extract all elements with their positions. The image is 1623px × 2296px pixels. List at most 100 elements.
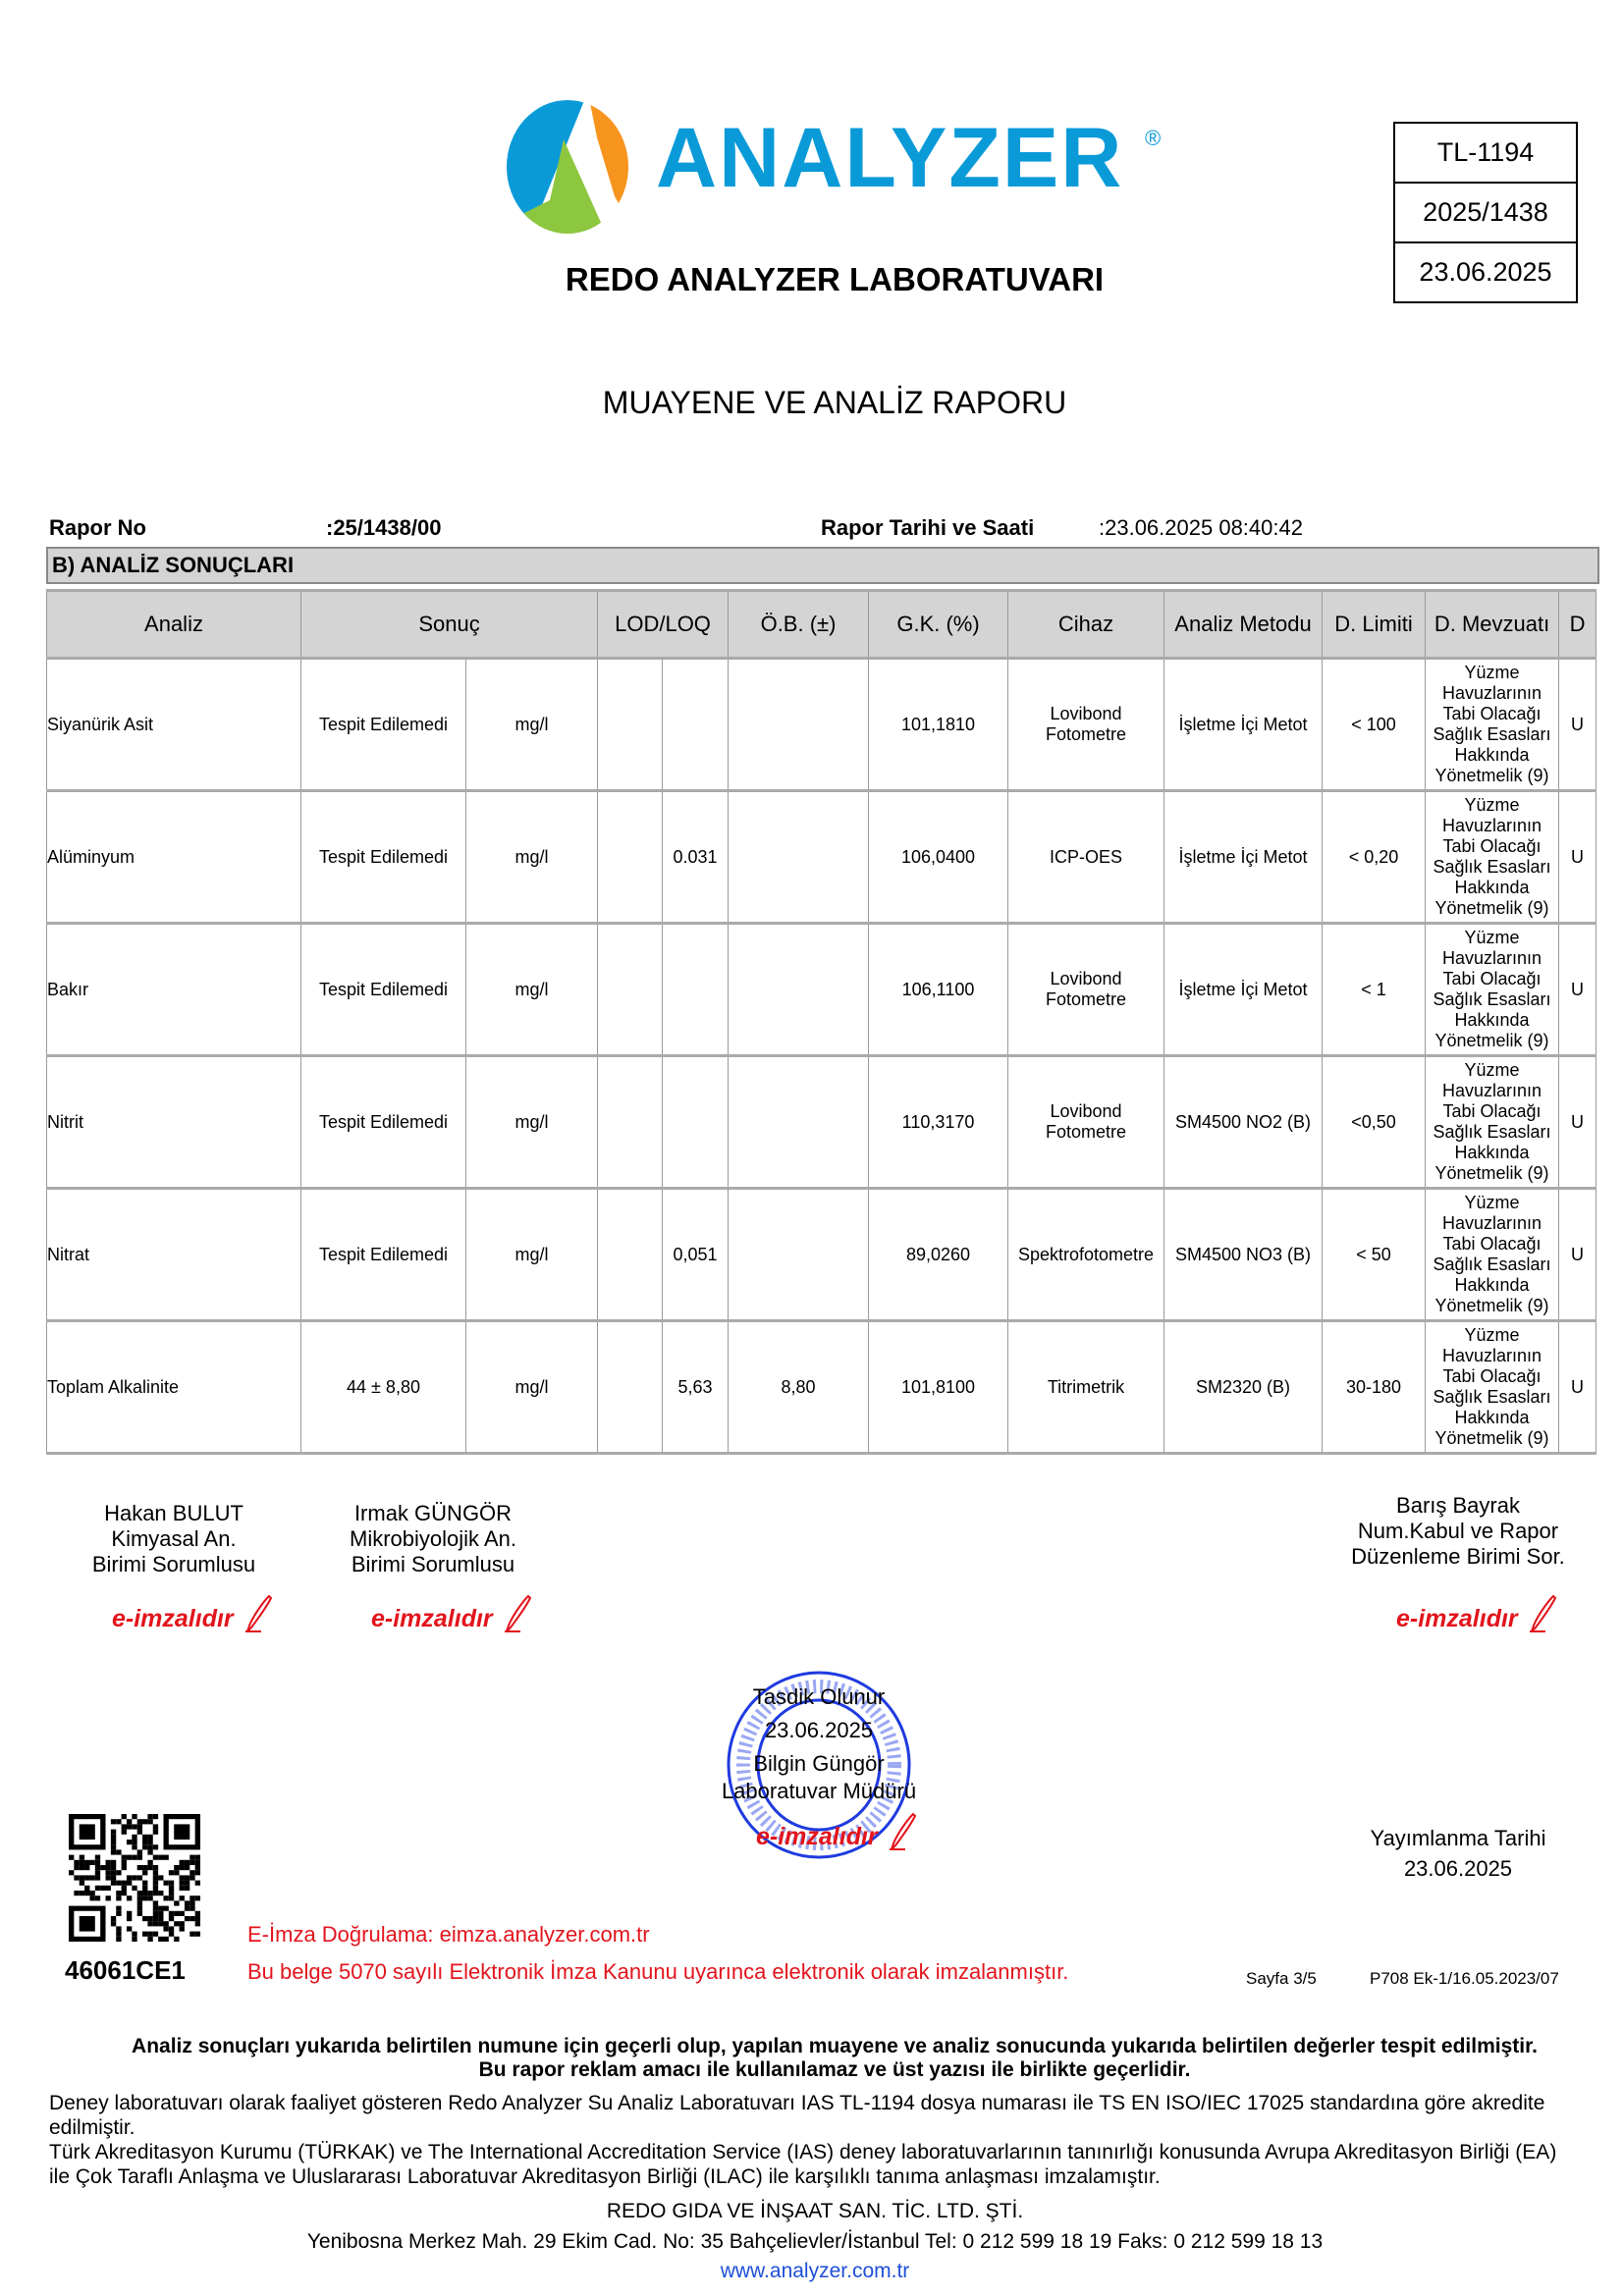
cell-lod xyxy=(597,790,664,925)
cell-limit: <0,50 xyxy=(1322,1055,1427,1190)
cell-metot: SM2320 (B) xyxy=(1163,1320,1324,1455)
esig-3: e-imzalıdır xyxy=(1396,1594,1557,1633)
cell-birim: mg/l xyxy=(464,790,599,925)
table-header: Analiz Sonuç LOD/LOQ Ö.B. (±) G.K. (%) C… xyxy=(46,589,1597,660)
cell-mevzuat: Yüzme Havuzlarının Tabi Olacağı Sağlık E… xyxy=(1425,923,1560,1057)
cell-limit: < 0,20 xyxy=(1322,790,1427,925)
cell-d: U xyxy=(1558,1320,1597,1455)
esig-label: e-imzalıdır xyxy=(1396,1605,1518,1632)
footer-recognition: Türk Akreditasyon Kurumu (TÜRKAK) ve The… xyxy=(49,2141,1557,2188)
signer-2: Irmak GÜNGÖR Mikrobiyolojik An. Birimi S… xyxy=(315,1501,551,1577)
cell-metot: İşletme İçi Metot xyxy=(1163,658,1324,792)
esig-label: e-imzalıdır xyxy=(112,1605,234,1632)
cell-metot: SM4500 NO3 (B) xyxy=(1163,1188,1324,1322)
report-date: 23.06.2025 xyxy=(1419,257,1552,287)
report-date-label: Rapor Tarihi ve Saati xyxy=(821,515,1035,540)
approval-name: Bilgin Güngör xyxy=(753,1751,885,1776)
col-d: D xyxy=(1558,589,1597,660)
cell-limit: 30-180 xyxy=(1322,1320,1427,1455)
esig-1: e-imzalıdır xyxy=(112,1594,273,1633)
cell-sonuc: Tespit Edilemedi xyxy=(300,1055,466,1190)
col-lod-loq: LOD/LOQ xyxy=(597,589,730,660)
cell-cihaz: Titrimetrik xyxy=(1007,1320,1165,1455)
signer-name: Irmak GÜNGÖR xyxy=(353,1501,513,1525)
publish-block: Yayımlanma Tarihi 23.06.2025 xyxy=(1321,1823,1596,1884)
cell-loq: 5,63 xyxy=(662,1320,730,1455)
col-limit: D. Limiti xyxy=(1322,589,1427,660)
table-row: Toplam Alkalinite 44 ± 8,80 mg/l 5,63 8,80 10… xyxy=(46,1320,1597,1455)
verify-link[interactable]: E-İmza Doğrulama: eimza.analyzer.com.tr xyxy=(247,1922,650,1947)
cell-loq: 0,051 xyxy=(662,1188,730,1322)
cell-analiz: Nitrit xyxy=(46,1055,301,1190)
col-metot: Analiz Metodu xyxy=(1163,589,1324,660)
cell-cihaz: ICP-OES xyxy=(1007,790,1165,925)
cell-loq xyxy=(662,923,730,1057)
cell-gk: 110,3170 xyxy=(868,1055,1009,1190)
table-row: Siyanürik Asit Tespit Edilemedi mg/l 101,18… xyxy=(46,658,1597,792)
approval-date: 23.06.2025 xyxy=(764,1718,874,1742)
cell-ob xyxy=(728,790,870,925)
cell-gk: 106,0400 xyxy=(868,790,1009,925)
cell-ob xyxy=(728,923,870,1057)
qr-code[interactable] xyxy=(69,1814,200,1942)
cell-cihaz: Lovibond Fotometre xyxy=(1007,1055,1165,1190)
cell-lod xyxy=(597,1055,664,1190)
esig-2: e-imzalıdır xyxy=(371,1594,532,1633)
cell-analiz: Toplam Alkalinite xyxy=(46,1320,301,1455)
col-mevzuat: D. Mevzuatı xyxy=(1425,589,1560,660)
report-no-label: Rapor No xyxy=(49,515,146,540)
footer-website[interactable]: www.analyzer.com.tr xyxy=(720,2260,910,2282)
cell-sonuc: Tespit Edilemedi xyxy=(300,790,466,925)
cell-sonuc: Tespit Edilemedi xyxy=(300,1188,466,1322)
pen-icon xyxy=(889,1812,916,1850)
section-title: B) ANALİZ SONUÇLARI xyxy=(46,547,1599,584)
accreditation-no: TL-1194 xyxy=(1395,124,1576,184)
pen-icon xyxy=(244,1594,272,1632)
cell-gk: 106,1100 xyxy=(868,923,1009,1057)
publish-date: 23.06.2025 xyxy=(1403,1856,1513,1881)
cell-loq: 0.031 xyxy=(662,790,730,925)
col-analiz: Analiz xyxy=(46,589,301,660)
cell-analiz: Nitrat xyxy=(46,1188,301,1322)
cell-lod xyxy=(597,1320,664,1455)
lab-stamp xyxy=(727,1671,911,1859)
cell-cihaz: Lovibond Fotometre xyxy=(1007,658,1165,792)
form-code: P708 Ek-1/16.05.2023/07 xyxy=(1370,1969,1559,1988)
table-row: Nitrit Tespit Edilemedi mg/l 110,3170 Lovibo… xyxy=(46,1055,1597,1190)
cell-mevzuat: Yüzme Havuzlarının Tabi Olacağı Sağlık E… xyxy=(1425,1320,1560,1455)
table-row: Nitrat Tespit Edilemedi mg/l 0,051 89,0260 Sp… xyxy=(46,1188,1597,1322)
cell-metot: SM4500 NO2 (B) xyxy=(1163,1055,1324,1190)
cell-metot: İşletme İçi Metot xyxy=(1163,923,1324,1057)
col-sonuc: Sonuç xyxy=(299,589,599,660)
lab-name: REDO ANALYZER LABORATUVARI xyxy=(565,261,1105,297)
cell-limit: < 100 xyxy=(1322,658,1427,792)
esig-label: e-imzalıdır xyxy=(371,1605,493,1632)
report-no-value: :25/1438/00 xyxy=(326,515,442,540)
report-number: 2025/1438 xyxy=(1395,184,1576,243)
cell-d: U xyxy=(1558,790,1597,925)
cell-loq xyxy=(662,1055,730,1190)
signer-name: Hakan BULUT xyxy=(104,1501,243,1525)
results-table: Analiz Sonuç LOD/LOQ Ö.B. (±) G.K. (%) C… xyxy=(46,589,1597,1455)
table-row: Alüminyum Tespit Edilemedi mg/l 0.031 106,04… xyxy=(46,790,1597,925)
esig-approval: e-imzalıdır xyxy=(756,1812,917,1851)
cell-d: U xyxy=(1558,1055,1597,1190)
cell-sonuc: 44 ± 8,80 xyxy=(300,1320,466,1455)
cell-lod xyxy=(597,1188,664,1322)
cell-gk: 101,1810 xyxy=(868,658,1009,792)
cell-d: U xyxy=(1558,658,1597,792)
cell-loq xyxy=(662,658,730,792)
col-ob: Ö.B. (±) xyxy=(728,589,870,660)
signer-role: Kimyasal An. xyxy=(111,1526,237,1551)
signer-name: Barış Bayrak xyxy=(1396,1493,1520,1518)
cell-birim: mg/l xyxy=(464,923,599,1057)
cell-cihaz: Spektrofotometre xyxy=(1007,1188,1165,1322)
esig-label: e-imzalıdır xyxy=(756,1823,878,1850)
analyzer-logo xyxy=(507,100,628,234)
publish-label: Yayımlanma Tarihi xyxy=(1370,1826,1546,1850)
pen-icon xyxy=(504,1594,531,1632)
signer-1: Hakan BULUT Kimyasal An. Birimi Sorumlus… xyxy=(56,1501,292,1577)
cell-birim: mg/l xyxy=(464,1188,599,1322)
col-gk: G.K. (%) xyxy=(868,589,1009,660)
cell-cihaz: Lovibond Fotometre xyxy=(1007,923,1165,1057)
